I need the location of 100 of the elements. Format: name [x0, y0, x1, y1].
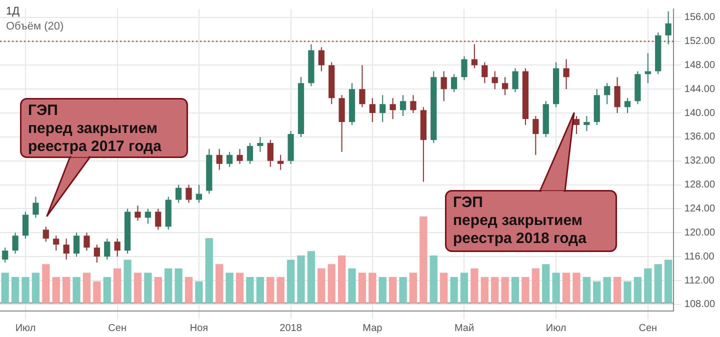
bar: [184, 277, 193, 303]
candlestick: [563, 58, 570, 90]
bar: [93, 281, 101, 303]
bar: [72, 277, 80, 303]
bar: [205, 238, 213, 303]
candlestick: [12, 232, 18, 254]
bar: [11, 277, 20, 303]
candlestick: [216, 148, 222, 170]
bar: [266, 277, 274, 303]
bar: [195, 281, 203, 303]
candlestick: [604, 82, 610, 105]
candlestick: [450, 74, 458, 93]
candlestick: [22, 211, 29, 240]
y-tick-label: 148.00: [684, 60, 716, 71]
bar: [389, 277, 397, 303]
bar: [82, 272, 91, 303]
candlestick: [380, 94, 386, 123]
bar: [399, 277, 407, 303]
candlestick: [257, 136, 264, 152]
bar: [582, 277, 591, 303]
candlestick: [2, 247, 8, 264]
bar: [450, 277, 458, 303]
bar: [613, 277, 622, 303]
candlestick: [482, 62, 488, 84]
bar: [32, 272, 40, 303]
bar: [624, 281, 632, 303]
candlestick: [573, 116, 580, 134]
candlestick: [196, 184, 202, 204]
candlestick: [144, 208, 152, 224]
bar: [603, 277, 611, 303]
bar: [338, 255, 346, 303]
candlestick: [584, 116, 590, 132]
candlestick: [644, 52, 651, 84]
candlestick: [186, 184, 192, 204]
x-tick-label: Июл: [546, 322, 566, 334]
candlestick: [338, 94, 345, 152]
candlestick: [512, 68, 518, 93]
candlestick: [665, 10, 672, 45]
candlestick: [400, 94, 406, 117]
bar: [552, 272, 560, 303]
candlestick: [226, 151, 233, 168]
bar: [236, 272, 244, 303]
bar: [368, 272, 376, 303]
x-tick-label: Сен: [638, 322, 658, 334]
bar: [256, 277, 264, 303]
bar: [572, 272, 580, 303]
bar: [644, 268, 652, 303]
candlestick: [359, 64, 366, 108]
bar: [144, 272, 152, 303]
bar: [542, 264, 550, 303]
bar: [328, 264, 336, 303]
y-tick-label: 132.00: [684, 156, 716, 167]
bar: [286, 260, 295, 303]
candlestick: [73, 232, 80, 258]
bar: [470, 268, 478, 303]
y-tick-label: 144.00: [684, 84, 716, 95]
bar: [522, 277, 530, 303]
bar: [276, 277, 284, 303]
bar: [358, 272, 366, 303]
y-tick-label: 108.00: [684, 299, 716, 310]
y-tick-label: 128.00: [684, 180, 716, 191]
x-tick-label: Мар: [362, 322, 383, 334]
x-tick-label: Ноя: [190, 322, 208, 334]
y-tick-label: 116.00: [684, 251, 715, 262]
candlestick: [278, 154, 284, 170]
bar: [511, 277, 520, 303]
speech-bubble: ГЭП перед закрытием реестра 2017 года: [20, 98, 190, 218]
candlestick: [492, 70, 498, 90]
bar: [164, 268, 172, 303]
bar: [134, 272, 142, 303]
chart-title: 1Д: [6, 6, 20, 18]
candlestick: [532, 116, 539, 156]
bar: [480, 277, 488, 303]
bar: [532, 268, 540, 303]
candlestick: [369, 98, 376, 123]
candlestick: [410, 94, 416, 114]
bar: [226, 272, 234, 303]
candlestick: [53, 235, 60, 252]
bar: [348, 268, 356, 303]
candlestick: [32, 196, 39, 218]
x-tick-label: Май: [454, 322, 474, 334]
y-tick-label: 140.00: [684, 108, 716, 119]
bar: [307, 251, 316, 303]
bar: [154, 277, 162, 303]
bar: [562, 272, 570, 303]
candlestick: [134, 205, 141, 222]
bar: [246, 277, 254, 303]
y-tick-label: 120.00: [684, 227, 716, 238]
bar: [297, 255, 305, 303]
bar: [430, 255, 438, 303]
bar: [654, 264, 662, 303]
chart-title: Объём (20): [6, 20, 64, 33]
bar: [216, 264, 224, 303]
bar: [62, 277, 70, 303]
candlestick: [42, 226, 49, 242]
y-tick-label: 112.00: [684, 275, 715, 286]
bar: [103, 277, 111, 303]
candlestick: [318, 46, 324, 72]
bar: [22, 277, 30, 303]
bar: [664, 260, 672, 303]
